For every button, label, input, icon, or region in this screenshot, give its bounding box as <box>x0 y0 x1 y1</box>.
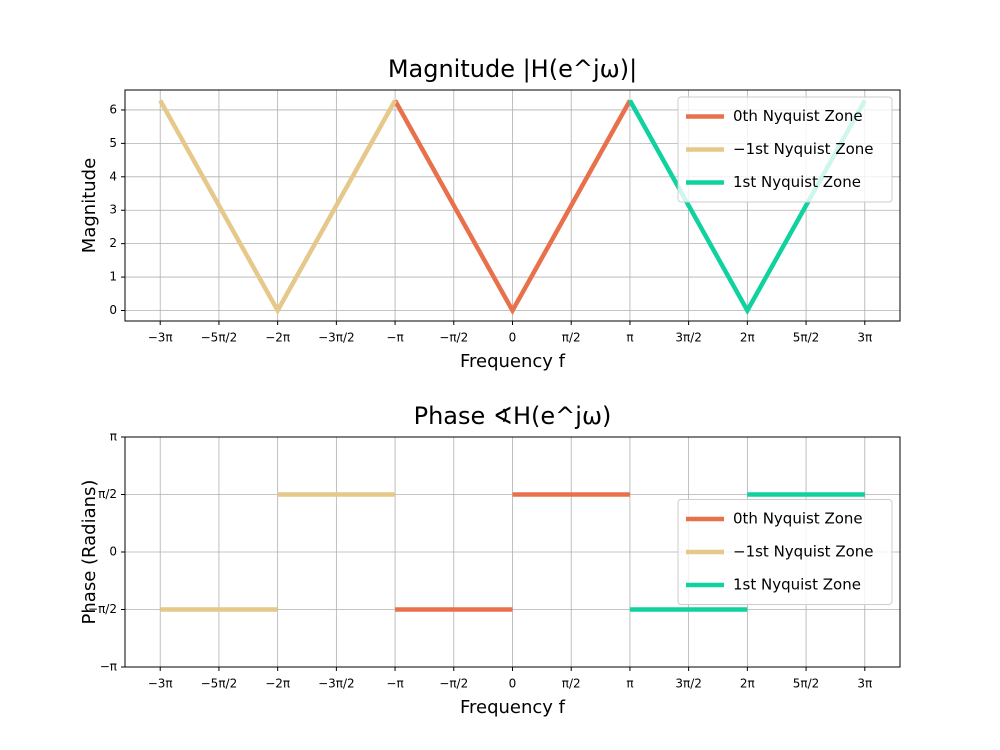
x-tick-label: π <box>626 331 633 345</box>
y-tick-label: π/2 <box>98 487 117 501</box>
x-tick-label: 2π <box>740 331 755 345</box>
y-tick-label: 3 <box>109 203 117 217</box>
x-tick-label: π/2 <box>562 677 581 691</box>
x-axis-label: Frequency f <box>460 351 566 372</box>
y-tick-label: −π/2 <box>88 602 117 616</box>
series-line <box>160 492 396 612</box>
y-tick-label: 0 <box>109 545 117 559</box>
x-tick-label: 0 <box>509 331 517 345</box>
x-tick-label: 3π <box>857 331 872 345</box>
x-tick-label: −5π/2 <box>201 331 238 345</box>
x-tick-label: π/2 <box>562 331 581 345</box>
legend-box <box>677 96 893 203</box>
x-tick-label: −2π <box>265 677 290 691</box>
x-tick-label: −π <box>386 677 403 691</box>
x-tick-label: −3π <box>148 677 173 691</box>
x-tick-label: −3π/2 <box>318 677 355 691</box>
legend-label: 1st Nyquist Zone <box>733 576 861 594</box>
y-tick-label: 4 <box>109 169 117 183</box>
x-tick-label: −2π <box>265 331 290 345</box>
legend-label: −1st Nyquist Zone <box>733 543 874 561</box>
x-tick-label: π <box>626 677 633 691</box>
legend-label: −1st Nyquist Zone <box>733 140 874 158</box>
y-tick-label: 5 <box>109 136 117 150</box>
x-tick-label: 3π/2 <box>675 331 702 345</box>
series-line <box>158 99 398 316</box>
y-axis-label: Magnitude <box>79 158 100 253</box>
y-tick-label: 2 <box>109 236 117 250</box>
x-tick-label: −π <box>386 331 403 345</box>
y-tick-label: 1 <box>109 270 117 284</box>
y-tick-label: 6 <box>109 102 117 116</box>
x-tick-label: 5π/2 <box>793 677 820 691</box>
y-tick-label: π <box>110 430 117 444</box>
y-tick-label: 0 <box>109 303 117 317</box>
axes-title: Magnitude |H(e^jω)| <box>388 55 637 83</box>
axes-title: Phase ∢H(e^jω) <box>414 402 612 430</box>
y-axis-label: Phase (Radians) <box>79 480 100 625</box>
x-tick-label: 5π/2 <box>793 331 820 345</box>
x-tick-label: 3π <box>857 677 872 691</box>
x-tick-label: 3π/2 <box>675 677 702 691</box>
legend-label: 0th Nyquist Zone <box>733 107 863 125</box>
legend-box <box>677 499 893 605</box>
axes-frame <box>124 89 901 322</box>
x-tick-label: −3π/2 <box>318 331 355 345</box>
x-tick-label: −π/2 <box>439 677 468 691</box>
x-tick-label: −5π/2 <box>201 677 238 691</box>
series-line <box>393 99 632 316</box>
legend-label: 0th Nyquist Zone <box>733 510 863 528</box>
x-tick-label: 0 <box>509 677 517 691</box>
x-tick-label: 2π <box>740 677 755 691</box>
x-tick-label: −3π <box>148 331 173 345</box>
series-line <box>395 492 630 612</box>
legend-label: 1st Nyquist Zone <box>733 173 861 191</box>
x-axis-label: Frequency f <box>460 697 566 718</box>
axes-frame <box>124 436 901 668</box>
x-tick-label: −π/2 <box>439 331 468 345</box>
y-tick-label: −π <box>100 660 117 674</box>
series-line <box>629 492 865 612</box>
